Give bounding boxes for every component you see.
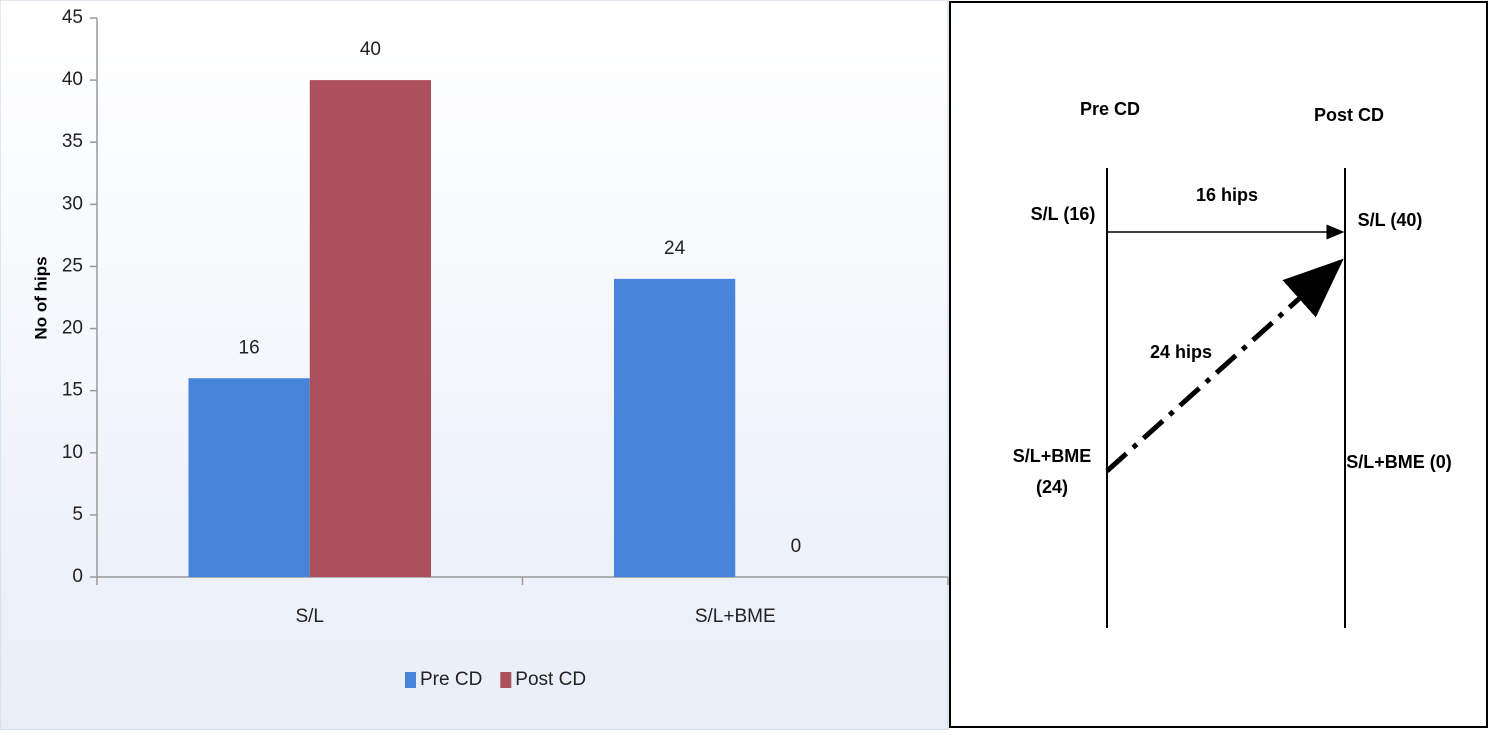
x-tick-label: S/L — [295, 606, 324, 627]
y-tick-label: 0 — [72, 566, 83, 587]
y-tick-label: 30 — [62, 193, 83, 214]
y-axis-label: No of hips — [31, 256, 50, 339]
legend-label: Pre CD — [420, 669, 482, 690]
bar — [309, 80, 432, 577]
diagram: Pre CD Post CD S/L (16) S/L+BME (24) S/L… — [949, 1, 1488, 728]
node-label: S/L+BME — [1013, 446, 1092, 466]
node-label: S/L (16) — [1031, 204, 1096, 224]
chart: 0 5 10 15 20 25 30 35 40 45 No of hips S/L 16 40 S/L+B… — [31, 7, 949, 690]
y-tick-label: 20 — [62, 318, 83, 339]
bar — [613, 278, 736, 577]
edge-label: 16 hips — [1196, 185, 1258, 205]
node-label: S/L+BME (0) — [1346, 452, 1452, 472]
node-label: S/L (40) — [1358, 210, 1423, 230]
y-tick-label: 5 — [72, 504, 83, 525]
y-tick-label: 35 — [62, 131, 83, 152]
data-label: 24 — [664, 238, 686, 259]
data-label: 16 — [239, 337, 260, 358]
legend-swatch — [405, 672, 416, 688]
y-tick-label: 10 — [62, 442, 83, 463]
data-label: 0 — [791, 536, 802, 557]
y-tick-label: 25 — [62, 255, 83, 276]
y-tick-label: 45 — [62, 7, 83, 28]
x-tick-label: S/L+BME — [695, 606, 776, 627]
bar — [188, 378, 310, 577]
data-label: 40 — [360, 39, 381, 60]
node-label: (24) — [1036, 477, 1068, 497]
diagram-frame — [949, 1, 1488, 728]
column-label: Post CD — [1314, 105, 1384, 125]
legend-label: Post CD — [515, 669, 586, 690]
y-tick-label: 15 — [62, 380, 83, 401]
y-tick-label: 40 — [62, 69, 83, 90]
legend-swatch — [500, 672, 512, 688]
edge-label: 24 hips — [1150, 342, 1212, 362]
column-label: Pre CD — [1080, 99, 1140, 119]
arrow — [1105, 258, 1344, 473]
chart-background — [0, 0, 949, 731]
